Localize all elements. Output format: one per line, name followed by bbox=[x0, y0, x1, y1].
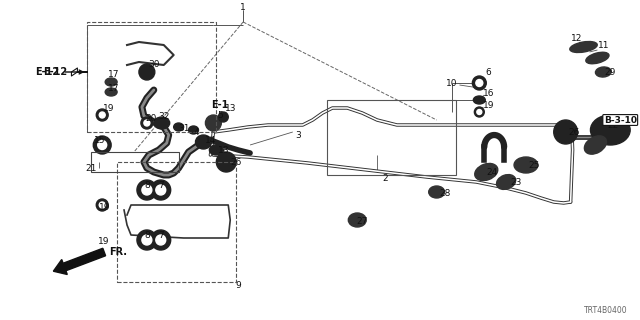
Text: 2: 2 bbox=[382, 173, 388, 182]
Circle shape bbox=[151, 230, 171, 250]
Text: 7: 7 bbox=[158, 180, 164, 189]
Text: 31: 31 bbox=[178, 124, 189, 132]
Circle shape bbox=[472, 76, 486, 90]
Text: TRT4B0400: TRT4B0400 bbox=[584, 306, 627, 315]
Ellipse shape bbox=[205, 115, 221, 131]
Circle shape bbox=[96, 109, 108, 121]
Text: 29: 29 bbox=[605, 68, 616, 76]
Text: 10: 10 bbox=[446, 78, 458, 87]
Text: 8: 8 bbox=[144, 230, 150, 239]
Bar bbox=[87, 22, 216, 132]
Text: 21: 21 bbox=[86, 164, 97, 172]
Circle shape bbox=[96, 199, 108, 211]
Text: FR.: FR. bbox=[109, 247, 127, 257]
Circle shape bbox=[142, 185, 152, 195]
Circle shape bbox=[142, 235, 152, 245]
Text: 12: 12 bbox=[571, 34, 582, 43]
Ellipse shape bbox=[595, 67, 611, 77]
Text: 26: 26 bbox=[568, 127, 579, 137]
Text: 19: 19 bbox=[104, 103, 115, 113]
Ellipse shape bbox=[139, 64, 155, 80]
Ellipse shape bbox=[105, 88, 117, 96]
Text: 18: 18 bbox=[218, 146, 229, 155]
Text: 17: 17 bbox=[108, 69, 120, 78]
Text: 27: 27 bbox=[356, 218, 368, 227]
Text: 4: 4 bbox=[194, 127, 199, 137]
Text: 16: 16 bbox=[483, 89, 494, 98]
Circle shape bbox=[141, 117, 153, 129]
Ellipse shape bbox=[209, 145, 223, 155]
Text: 24: 24 bbox=[486, 167, 498, 177]
Circle shape bbox=[137, 230, 157, 250]
Ellipse shape bbox=[216, 152, 236, 172]
Text: 3: 3 bbox=[295, 131, 301, 140]
Circle shape bbox=[137, 180, 157, 200]
Ellipse shape bbox=[591, 115, 630, 145]
Circle shape bbox=[99, 112, 105, 118]
Text: 1: 1 bbox=[240, 3, 246, 12]
Text: 32: 32 bbox=[158, 111, 170, 121]
Circle shape bbox=[93, 136, 111, 154]
Text: B-3-10: B-3-10 bbox=[604, 116, 637, 124]
Text: 15: 15 bbox=[93, 135, 105, 145]
Text: 9: 9 bbox=[236, 281, 241, 290]
Text: 26: 26 bbox=[230, 157, 242, 166]
Text: 6: 6 bbox=[485, 68, 491, 76]
Ellipse shape bbox=[570, 42, 597, 52]
Ellipse shape bbox=[195, 135, 211, 149]
Circle shape bbox=[474, 107, 484, 117]
Ellipse shape bbox=[584, 136, 607, 154]
Ellipse shape bbox=[429, 186, 445, 198]
Text: 20: 20 bbox=[145, 114, 157, 123]
Text: 19: 19 bbox=[483, 100, 494, 109]
Text: 28: 28 bbox=[439, 189, 451, 198]
Text: 19: 19 bbox=[99, 204, 111, 212]
Ellipse shape bbox=[189, 126, 198, 134]
Circle shape bbox=[476, 79, 483, 86]
Ellipse shape bbox=[105, 78, 117, 86]
Text: E-1: E-1 bbox=[212, 100, 229, 110]
Polygon shape bbox=[72, 68, 87, 76]
Bar bbox=[328, 100, 456, 175]
Ellipse shape bbox=[514, 157, 538, 173]
Circle shape bbox=[98, 140, 107, 149]
Text: 30: 30 bbox=[148, 60, 159, 68]
Circle shape bbox=[156, 185, 166, 195]
Ellipse shape bbox=[554, 120, 577, 144]
Text: 14: 14 bbox=[205, 135, 216, 145]
Ellipse shape bbox=[586, 52, 609, 64]
Circle shape bbox=[144, 120, 150, 126]
Text: 25: 25 bbox=[528, 161, 540, 170]
Circle shape bbox=[477, 109, 482, 115]
Text: 23: 23 bbox=[510, 178, 522, 187]
Ellipse shape bbox=[497, 175, 516, 189]
Ellipse shape bbox=[474, 96, 485, 104]
Bar bbox=[117, 162, 236, 282]
FancyArrow shape bbox=[53, 248, 106, 275]
Text: 17: 17 bbox=[108, 84, 120, 92]
Ellipse shape bbox=[218, 112, 228, 122]
Circle shape bbox=[151, 180, 171, 200]
Ellipse shape bbox=[154, 117, 170, 129]
Ellipse shape bbox=[173, 123, 184, 131]
Text: 8: 8 bbox=[144, 180, 150, 189]
Ellipse shape bbox=[348, 213, 366, 227]
Circle shape bbox=[156, 235, 166, 245]
Bar bbox=[92, 152, 179, 172]
Text: E-12: E-12 bbox=[35, 67, 83, 77]
Text: 22: 22 bbox=[607, 121, 619, 130]
Ellipse shape bbox=[475, 164, 498, 180]
Text: 13: 13 bbox=[225, 103, 236, 113]
Text: 5: 5 bbox=[218, 110, 223, 119]
Text: 11: 11 bbox=[598, 41, 609, 50]
Text: 19: 19 bbox=[99, 237, 110, 246]
Text: 7: 7 bbox=[158, 230, 164, 239]
Text: E-12: E-12 bbox=[44, 67, 67, 77]
Circle shape bbox=[99, 202, 105, 208]
